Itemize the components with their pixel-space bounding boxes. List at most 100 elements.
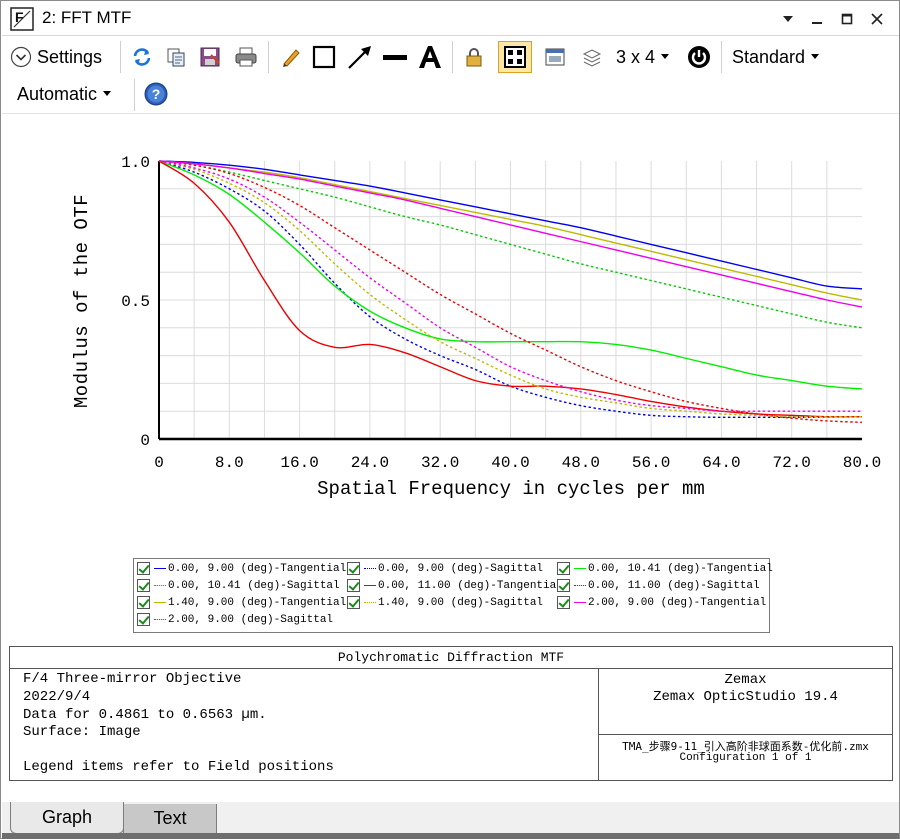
- toolbar-bottom-border: [2, 113, 899, 114]
- x-tick-label: 80.0: [843, 454, 881, 472]
- copy-icon[interactable]: [164, 45, 188, 69]
- minimize-icon[interactable]: [806, 8, 828, 30]
- info-right-bottom-cell: TMA_步骤9-11_引入高阶非球面系数-优化前.zmx Configurati…: [599, 735, 892, 780]
- legend-item[interactable]: 1.40, 9.00 (deg)-Tangential: [137, 594, 346, 611]
- toolbar-row-2: Automatic ?: [2, 77, 899, 113]
- tab-strip: Graph Text: [2, 801, 899, 839]
- tab-graph[interactable]: Graph: [10, 802, 124, 834]
- y-tick-label: 1.0: [121, 154, 150, 172]
- x-tick-label: 72.0: [772, 454, 810, 472]
- text-icon[interactable]: [417, 44, 443, 70]
- toolbar-divider: [268, 41, 269, 73]
- window-icon[interactable]: [543, 45, 567, 69]
- standard-label: Standard: [732, 46, 806, 67]
- tab-text[interactable]: Text: [123, 804, 217, 834]
- x-tick-label: 32.0: [421, 454, 459, 472]
- legend-label: 1.40, 9.00 (deg)-Sagittal: [378, 596, 544, 609]
- toolbar-divider: [134, 79, 135, 111]
- series-line: [158, 160, 863, 418]
- legend-item[interactable]: 1.40, 9.00 (deg)-Sagittal: [347, 594, 543, 611]
- y-tick-label: 0: [140, 432, 150, 450]
- x-tick-label: 24.0: [351, 454, 389, 472]
- legend-item[interactable]: 0.00, 11.00 (deg)-Tangential: [347, 577, 563, 594]
- arrow-icon[interactable]: [347, 44, 373, 70]
- title-bar[interactable]: F 2: FFT MTF: [2, 2, 899, 36]
- automatic-dropdown[interactable]: Automatic: [17, 81, 112, 107]
- x-axis-label: Spatial Frequency in cycles per mm: [317, 478, 705, 500]
- legend-checkbox[interactable]: [137, 562, 150, 575]
- line-icon[interactable]: [382, 45, 408, 69]
- help-icon[interactable]: ?: [143, 81, 169, 107]
- legend-item[interactable]: 0.00, 11.00 (deg)-Sagittal: [557, 577, 760, 594]
- refresh-icon[interactable]: [130, 45, 154, 69]
- legend-line-swatch: [154, 619, 166, 620]
- maximize-icon[interactable]: [836, 8, 858, 30]
- legend-checkbox[interactable]: [557, 596, 570, 609]
- bottom-border: [2, 833, 899, 839]
- info-right-top-cell: Zemax Zemax OpticStudio 19.4: [599, 669, 892, 735]
- mtf-chart: 0 8.0 16.0 24.0 32.0 40.0 48.0 56.0 64.0 72.0 80.0…: [71, 154, 881, 500]
- x-tick-label: 8.0: [215, 454, 244, 472]
- legend-label: 0.00, 10.41 (deg)-Sagittal: [168, 579, 340, 592]
- legend-checkbox[interactable]: [137, 596, 150, 609]
- dropdown-caret-icon: [661, 54, 670, 59]
- legend-item[interactable]: 0.00, 10.41 (deg)-Sagittal: [137, 577, 340, 594]
- legend-checkbox[interactable]: [347, 579, 360, 592]
- info-line: 2022/9/4: [23, 689, 91, 705]
- chart-grid: [159, 161, 862, 439]
- y-axis-label: Modulus of the OTF: [71, 194, 93, 408]
- legend-label: 0.00, 9.00 (deg)-Tangential: [168, 562, 347, 575]
- legend-item[interactable]: 2.00, 9.00 (deg)-Tangential: [557, 594, 766, 611]
- x-tick-label: 56.0: [632, 454, 670, 472]
- settings-button[interactable]: Settings: [10, 44, 102, 70]
- toolbar-divider: [721, 41, 722, 73]
- automatic-label: Automatic: [17, 83, 98, 104]
- series-line: [158, 160, 862, 413]
- power-icon[interactable]: [686, 44, 712, 70]
- info-company: Zemax: [724, 672, 767, 688]
- legend-line-swatch: [364, 568, 376, 569]
- legend-checkbox[interactable]: [137, 613, 150, 626]
- pencil-icon[interactable]: [279, 45, 303, 69]
- layers-icon[interactable]: [580, 45, 604, 69]
- legend-checkbox[interactable]: [557, 579, 570, 592]
- legend-line-swatch: [574, 585, 586, 586]
- layout-dropdown[interactable]: 3 x 4: [616, 44, 670, 70]
- window-title: 2: FFT MTF: [42, 8, 132, 27]
- standard-dropdown[interactable]: Standard: [732, 44, 820, 70]
- close-icon[interactable]: [866, 8, 888, 30]
- legend-label: 0.00, 9.00 (deg)-Sagittal: [378, 562, 544, 575]
- dropdown-caret-icon: [103, 91, 112, 96]
- chevron-circle-icon: [10, 46, 32, 68]
- x-tick-label: 64.0: [702, 454, 740, 472]
- print-icon[interactable]: [233, 45, 259, 69]
- toolbar-divider: [452, 41, 453, 73]
- chart-legend: 0.00, 9.00 (deg)-Tangential 0.00, 9.00 (d…: [133, 558, 773, 633]
- legend-checkbox[interactable]: [347, 562, 360, 575]
- chart-tick-labels: 0 8.0 16.0 24.0 32.0 40.0 48.0 56.0 64.0 72.0 80.0…: [121, 154, 881, 472]
- legend-item[interactable]: 0.00, 10.41 (deg)-Tangential: [557, 560, 773, 577]
- series-line: [158, 160, 863, 424]
- legend-item[interactable]: 0.00, 9.00 (deg)-Tangential: [137, 560, 346, 577]
- series-line: [158, 160, 863, 308]
- legend-item[interactable]: 0.00, 9.00 (deg)-Sagittal: [347, 560, 543, 577]
- legend-checkbox[interactable]: [557, 562, 570, 575]
- info-line: Data for 0.4861 to 0.6563 µm.: [23, 707, 267, 723]
- legend-label: 0.00, 11.00 (deg)-Tangential: [378, 579, 563, 592]
- layout-grid-icon[interactable]: [498, 41, 532, 73]
- lock-icon[interactable]: [462, 45, 486, 69]
- legend-label: 0.00, 11.00 (deg)-Sagittal: [588, 579, 760, 592]
- dropdown-caret-icon: [811, 54, 820, 59]
- rectangle-icon[interactable]: [312, 45, 336, 69]
- dropdown-arrow-icon[interactable]: [777, 8, 799, 30]
- info-line: F/4 Three-mirror Objective: [23, 671, 242, 687]
- legend-checkbox[interactable]: [347, 596, 360, 609]
- y-tick-label: 0.5: [121, 293, 150, 311]
- series-line: [158, 160, 863, 301]
- info-line: Surface: Image: [23, 724, 141, 740]
- legend-checkbox[interactable]: [137, 579, 150, 592]
- toolbar-divider: [120, 41, 121, 73]
- legend-item[interactable]: 2.00, 9.00 (deg)-Sagittal: [137, 611, 333, 628]
- save-icon[interactable]: [198, 45, 222, 69]
- series-line: [158, 160, 863, 390]
